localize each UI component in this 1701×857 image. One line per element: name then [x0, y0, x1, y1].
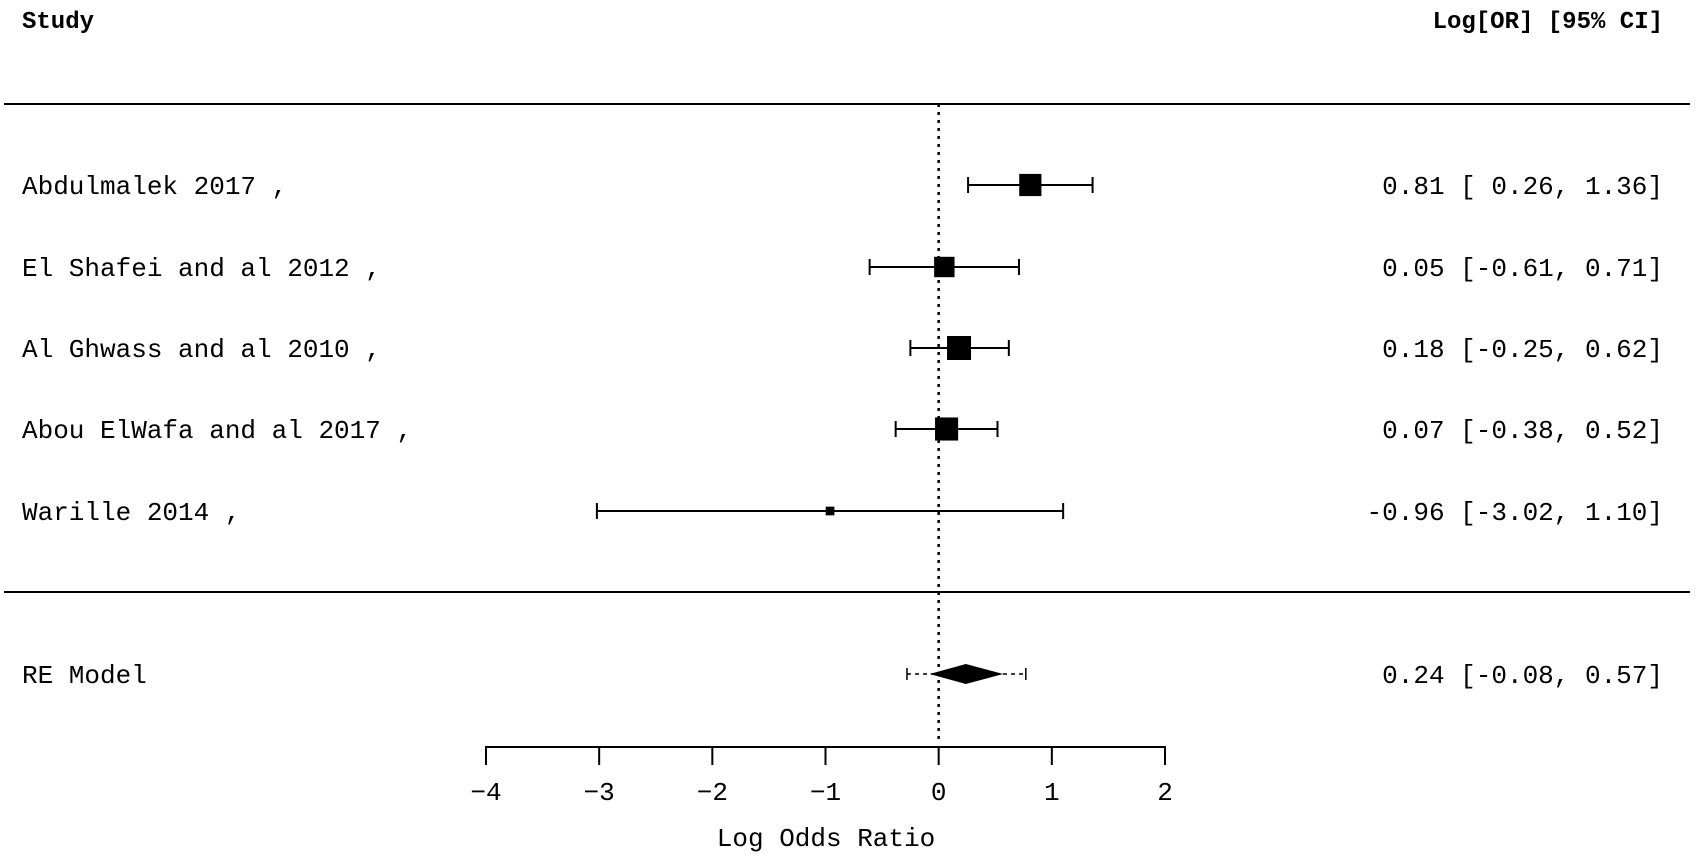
- x-axis: −4 −3 −2 −1 0 1 2: [470, 746, 1173, 808]
- study-row: Al Ghwass and al 2010 , 0.18 [-0.25, 0.62…: [22, 335, 1663, 365]
- x-tick-label: −2: [697, 778, 728, 808]
- study-name: Abou ElWafa and al 2017 ,: [22, 416, 412, 446]
- point-estimate-box: [947, 336, 972, 360]
- x-tick-label: −4: [470, 778, 501, 808]
- study-row: Abdulmalek 2017 , 0.81 [ 0.26, 1.36]: [22, 172, 1663, 202]
- study-name: El Shafei and al 2012 ,: [22, 254, 381, 284]
- x-tick-label: −1: [810, 778, 841, 808]
- study-row: Abou ElWafa and al 2017 , 0.07 [-0.38, 0.…: [22, 416, 1663, 446]
- summary-name: RE Model: [22, 661, 147, 691]
- study-column-header: Study: [22, 9, 94, 36]
- study-estimate-ci: 0.81 [ 0.26, 1.36]: [1382, 172, 1663, 202]
- x-axis-title: Log Odds Ratio: [717, 824, 935, 854]
- study-estimate-ci: -0.96 [-3.02, 1.10]: [1367, 498, 1663, 528]
- point-estimate-box: [934, 256, 955, 278]
- study-rows: Abdulmalek 2017 , 0.81 [ 0.26, 1.36] El Sh…: [22, 172, 1663, 528]
- point-estimate-box: [1019, 173, 1042, 197]
- point-estimate-box: [935, 417, 959, 441]
- x-tick-label: 2: [1157, 778, 1173, 808]
- summary-row: RE Model 0.24 [-0.08, 0.57]: [22, 661, 1663, 691]
- study-estimate-ci: 0.05 [-0.61, 0.71]: [1382, 254, 1663, 284]
- study-name: Al Ghwass and al 2010 ,: [22, 335, 381, 365]
- summary-diamond: [929, 664, 1004, 684]
- x-tick-label: −3: [584, 778, 615, 808]
- x-tick-label: 1: [1044, 778, 1060, 808]
- study-name: Abdulmalek 2017 ,: [22, 172, 287, 202]
- study-estimate-ci: 0.18 [-0.25, 0.62]: [1382, 335, 1663, 365]
- study-name: Warille 2014 ,: [22, 498, 240, 528]
- study-estimate-ci: 0.07 [-0.38, 0.52]: [1382, 416, 1663, 446]
- study-row: Warille 2014 , -0.96 [-3.02, 1.10]: [22, 498, 1663, 528]
- x-tick-label: 0: [931, 778, 947, 808]
- point-estimate-box: [825, 506, 835, 516]
- study-row: El Shafei and al 2012 , 0.05 [-0.61, 0.71…: [22, 254, 1663, 284]
- summary-estimate-ci: 0.24 [-0.08, 0.57]: [1382, 661, 1663, 691]
- ci-column-header: Log[OR] [95% CI]: [1433, 9, 1663, 36]
